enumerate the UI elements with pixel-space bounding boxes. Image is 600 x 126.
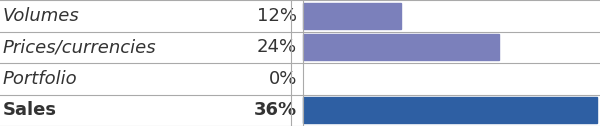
Text: Prices/currencies: Prices/currencies — [3, 38, 157, 56]
Text: 12%: 12% — [257, 7, 297, 25]
Text: 0%: 0% — [269, 70, 297, 88]
Text: Volumes: Volumes — [3, 7, 80, 25]
Text: 36%: 36% — [254, 101, 297, 119]
Text: Sales: Sales — [3, 101, 57, 119]
Text: Portfolio: Portfolio — [3, 70, 77, 88]
Text: 24%: 24% — [257, 38, 297, 56]
